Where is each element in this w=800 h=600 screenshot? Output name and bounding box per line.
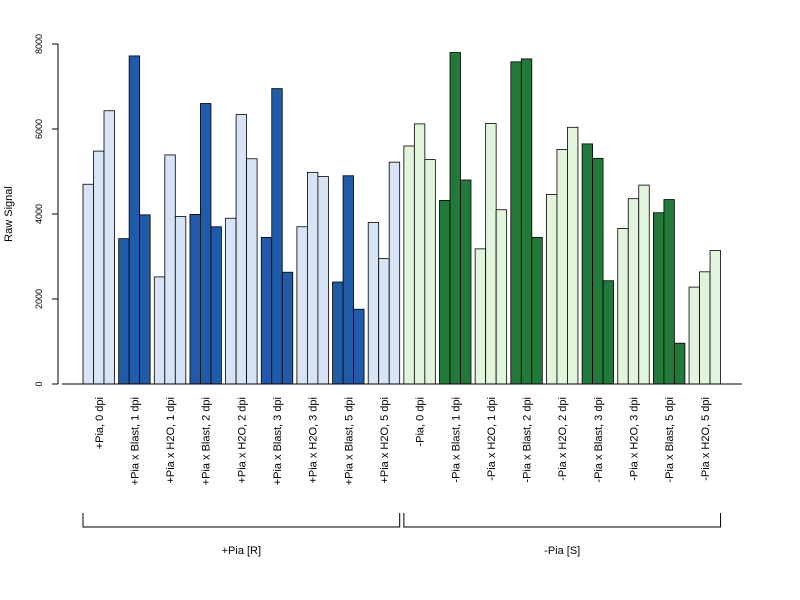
- bar-14-2: [602, 280, 614, 385]
- bar-7-2: [353, 308, 365, 385]
- y-tick-label-2: 4000: [34, 204, 44, 224]
- bar-5-2: [281, 271, 294, 385]
- bar-4-0: [225, 217, 237, 385]
- bar-11-1: [485, 123, 497, 385]
- bars: [82, 52, 721, 385]
- bar-13-2: [567, 126, 579, 385]
- x-tick-label-6: +Pia x H2O, 3 dpi: [308, 397, 320, 484]
- bar-6-2: [317, 176, 329, 385]
- bar-14-0: [581, 143, 593, 385]
- y-tick-label-3: 6000: [34, 119, 44, 139]
- bar-13-0: [546, 194, 558, 385]
- x-tick-label-12: -Pia x Blast, 2 dpi: [522, 397, 534, 483]
- bar-15-0: [617, 228, 629, 385]
- bar-17-1: [699, 271, 711, 385]
- bar-16-0: [653, 212, 665, 385]
- bar-17-2: [709, 250, 721, 385]
- x-tick-label-9: -Pia, 0 dpi: [415, 397, 427, 447]
- bar-17-0: [688, 286, 700, 385]
- bar-9-1: [413, 123, 426, 385]
- bar-9-0: [403, 145, 415, 385]
- bar-11-2: [495, 209, 508, 385]
- bar-1-0: [118, 238, 130, 385]
- bar-5-0: [260, 236, 273, 385]
- bar-0-1: [93, 150, 105, 385]
- bar-3-2: [210, 226, 222, 385]
- x-tick-label-10: -Pia x Blast, 1 dpi: [450, 397, 462, 483]
- bar-10-2: [460, 179, 472, 385]
- bar-16-2: [674, 342, 686, 385]
- bar-7-0: [332, 281, 344, 385]
- x-tick-label-11: -Pia x H2O, 1 dpi: [486, 397, 498, 481]
- bar-3-1: [200, 103, 212, 385]
- bar-6-1: [306, 171, 319, 385]
- bar-12-1: [520, 58, 533, 385]
- bar-5-1: [271, 88, 283, 385]
- bar-15-1: [627, 198, 640, 385]
- group-label-1: -Pia [S]: [544, 545, 580, 557]
- bar-1-1: [128, 55, 141, 385]
- bar-0-0: [82, 183, 94, 385]
- bar-0-2: [103, 110, 115, 385]
- bar-8-2: [388, 161, 401, 385]
- bar-10-1: [449, 52, 461, 385]
- x-tick-label-15: -Pia x H2O, 3 dpi: [629, 397, 641, 481]
- bar-8-0: [367, 222, 380, 385]
- group-bracket-1: [403, 513, 722, 528]
- x-tick-label-4: +Pia x H2O, 2 dpi: [236, 397, 248, 484]
- x-tick-label-2: +Pia x H2O, 1 dpi: [165, 397, 177, 484]
- x-tick-label-5: +Pia x Blast, 3 dpi: [272, 397, 284, 485]
- x-tick-labels: +Pia, 0 dpi +Pia x Blast, 1 dpi +Pia x H2O…: [94, 397, 712, 485]
- x-tick-label-1: +Pia x Blast, 1 dpi: [129, 397, 141, 485]
- group-label-0: +Pia [R]: [222, 545, 261, 557]
- x-tick-label-16: -Pia x Blast, 5 dpi: [664, 397, 676, 483]
- y-tick-label-4: 8000: [34, 34, 44, 54]
- bar-4-2: [246, 158, 258, 385]
- x-tick-label-14: -Pia x Blast, 3 dpi: [593, 397, 605, 483]
- bar-12-2: [531, 236, 543, 385]
- bar-1-2: [139, 214, 151, 385]
- bar-14-1: [592, 157, 604, 385]
- bar-11-0: [474, 248, 487, 385]
- bar-2-1: [164, 154, 176, 385]
- bar-7-1: [342, 175, 354, 385]
- x-tick-label-0: +Pia, 0 dpi: [94, 397, 106, 449]
- x-tick-label-3: +Pia x Blast, 2 dpi: [201, 397, 213, 485]
- bar-3-0: [189, 214, 201, 385]
- bar-15-2: [638, 184, 650, 385]
- bar-8-1: [378, 258, 390, 385]
- y-axis-label: Raw Signal: [3, 186, 15, 242]
- group-brackets: +Pia [R] -Pia [S]: [82, 513, 722, 557]
- bar-13-1: [556, 148, 568, 385]
- y-tick-label-0: 0: [34, 381, 44, 386]
- bar-12-0: [510, 61, 522, 385]
- x-tick-label-8: +Pia x H2O, 5 dpi: [379, 397, 391, 484]
- bar-2-2: [174, 216, 187, 385]
- bar-4-1: [235, 114, 248, 385]
- x-tick-label-13: -Pia x H2O, 2 dpi: [557, 397, 569, 481]
- x-tick-label-17: -Pia x H2O, 5 dpi: [700, 397, 712, 481]
- y-tick-label-1: 2000: [34, 289, 44, 309]
- bar-2-0: [153, 276, 166, 385]
- x-tick-label-7: +Pia x Blast, 5 dpi: [343, 397, 355, 485]
- bar-9-2: [424, 159, 436, 385]
- bar-10-0: [439, 199, 451, 385]
- y-axis: 0 2000 4000 6000 8000: [34, 34, 59, 387]
- bar-6-0: [296, 226, 308, 385]
- group-bracket-0: [82, 513, 401, 528]
- bar-16-1: [663, 199, 675, 385]
